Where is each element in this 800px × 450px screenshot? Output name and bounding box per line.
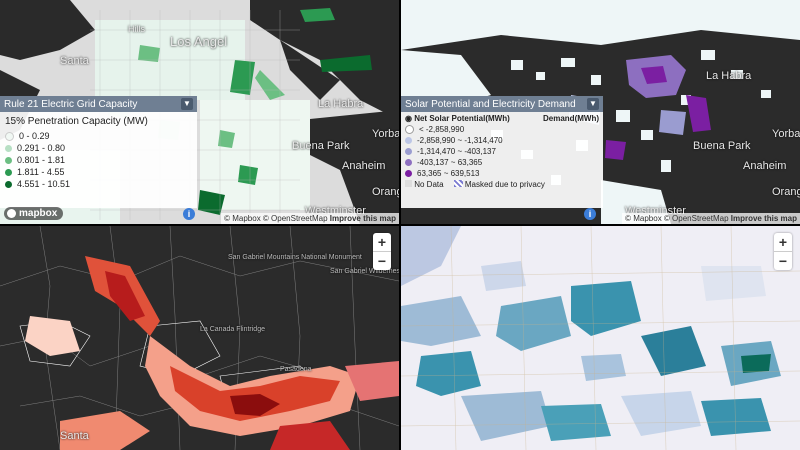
- hatch-icon: [453, 180, 463, 187]
- zoom-control: + −: [774, 233, 792, 270]
- legend-header-demand: Demand(MWh): [543, 114, 599, 123]
- legend-item: -403,137 ~ 63,365: [405, 158, 599, 167]
- legend-item: < -2,858,990: [405, 125, 599, 134]
- teal-choropleth-map-canvas[interactable]: [401, 226, 800, 450]
- place-label: Orang: [372, 186, 399, 198]
- place-label: Hills: [128, 24, 145, 34]
- legend-item: 1.811 - 4.55: [5, 167, 192, 177]
- map-attribution: © Mapbox © OpenStreetMap Improve this ma…: [622, 213, 800, 224]
- place-label: Yorba: [772, 128, 800, 140]
- legend-item-label: 0 - 0.29: [19, 131, 50, 141]
- info-icon[interactable]: i: [183, 208, 195, 220]
- legend-swatch: [405, 137, 412, 144]
- solar-potential-map-panel[interactable]: La Habra Yorba Buena Park Anaheim Orang …: [401, 0, 800, 224]
- zoom-out-button[interactable]: −: [774, 251, 792, 270]
- place-label: Orang: [772, 186, 800, 198]
- no-data-swatch: [405, 180, 412, 187]
- place-label: Anaheim: [342, 160, 386, 172]
- masked-item: Masked due to privacy: [453, 180, 545, 189]
- improve-map-link[interactable]: Improve this map: [329, 214, 396, 223]
- legend-item-label: 1.811 - 4.55: [17, 167, 65, 177]
- red-choropleth-map-canvas[interactable]: [0, 226, 399, 450]
- legend-item-label: < -2,858,990: [419, 125, 465, 134]
- legend-swatch: [405, 170, 412, 177]
- legend-item: 0.291 - 0.80: [5, 143, 192, 153]
- mapbox-logo[interactable]: mapbox: [4, 207, 64, 220]
- grid-capacity-map-canvas[interactable]: [0, 0, 399, 224]
- map-attribution: © Mapbox © OpenStreetMap Improve this ma…: [221, 213, 399, 224]
- legend-item: -2,858,990 ~ -1,314,470: [405, 136, 599, 145]
- place-label: La Habra: [318, 98, 364, 110]
- legend-swatch: [405, 125, 414, 134]
- legend-title-bar[interactable]: Solar Potential and Electricity Demand ▼: [401, 96, 603, 112]
- legend-header-row: ◉ Net Solar Potential(MWh) Demand(MWh): [405, 114, 599, 123]
- place-label: La Habra: [706, 70, 752, 82]
- legend-title: Rule 21 Electric Grid Capacity: [4, 98, 138, 110]
- legend-swatch: [405, 159, 412, 166]
- legend-item-label: -403,137 ~ 63,365: [417, 158, 483, 167]
- zoom-in-button[interactable]: +: [377, 234, 387, 250]
- legend-subtitle: 15% Penetration Capacity (MW): [5, 116, 148, 127]
- mapbox-attribution-link[interactable]: © Mapbox: [224, 214, 261, 223]
- legend-item: 0.801 - 1.81: [5, 155, 192, 165]
- legend-item: 4.551 - 10.51: [5, 179, 192, 189]
- legend-title-bar[interactable]: Rule 21 Electric Grid Capacity ▼: [0, 96, 197, 112]
- chevron-down-icon[interactable]: ▼: [587, 98, 599, 110]
- legend-item-label: -2,858,990 ~ -1,314,470: [417, 136, 503, 145]
- zoom-control: + −: [373, 233, 391, 270]
- legend-header-net-solar: ◉ Net Solar Potential(MWh): [405, 114, 510, 123]
- no-data-item: No Data: [405, 180, 444, 189]
- legend-swatch: [5, 168, 12, 176]
- place-label: Yorba: [372, 128, 399, 140]
- improve-map-link[interactable]: Improve this map: [730, 214, 797, 223]
- legend-swatch: [5, 180, 12, 188]
- grid-capacity-legend: Rule 21 Electric Grid Capacity ▼ 15% Pen…: [0, 96, 197, 208]
- red-choropleth-map-panel[interactable]: San Gabriel Mountains National Monument …: [0, 226, 399, 450]
- legend-item-label: 0.801 - 1.81: [17, 155, 66, 165]
- place-label-san-gabriel-monument: San Gabriel Mountains National Monument: [228, 254, 362, 261]
- mapbox-icon: [7, 209, 16, 218]
- legend-swatch: [405, 148, 412, 155]
- legend-title: Solar Potential and Electricity Demand: [405, 98, 576, 110]
- zoom-out-button[interactable]: −: [373, 251, 391, 270]
- legend-item-label: 4.551 - 10.51: [17, 179, 71, 189]
- legend-item: 63,365 ~ 639,513: [405, 169, 599, 178]
- mapbox-attribution-link[interactable]: © Mapbox: [625, 214, 662, 223]
- osm-attribution-link[interactable]: © OpenStreetMap: [262, 214, 328, 223]
- chevron-down-icon[interactable]: ▼: [181, 98, 193, 110]
- solar-potential-legend: Solar Potential and Electricity Demand ▼…: [401, 96, 603, 208]
- place-label: Los Angel: [170, 34, 228, 49]
- legend-swatch: [5, 144, 12, 152]
- teal-choropleth-map-panel[interactable]: + −: [401, 226, 800, 450]
- legend-swatch: [5, 156, 12, 164]
- place-label-santa: Santa: [60, 430, 89, 442]
- legend-item-label: 63,365 ~ 639,513: [417, 169, 480, 178]
- info-icon[interactable]: i: [584, 208, 596, 220]
- place-label: Anaheim: [743, 160, 787, 172]
- osm-attribution-link[interactable]: © OpenStreetMap: [663, 214, 729, 223]
- place-label-la-canada: La Canada Flintridge: [200, 326, 265, 333]
- place-label: Santa: [60, 55, 89, 67]
- legend-item: -1,314,470 ~ -403,137: [405, 147, 599, 156]
- legend-item-label: -1,314,470 ~ -403,137: [417, 147, 496, 156]
- legend-footer: No Data Masked due to privacy: [405, 180, 599, 189]
- legend-item-label: 0.291 - 0.80: [17, 143, 66, 153]
- place-label: Buena Park: [693, 140, 751, 152]
- place-label: Buena Park: [292, 140, 350, 152]
- place-label-san-gabriel-wilderness: San Gabriel Wilderness: [330, 268, 399, 275]
- grid-capacity-map-panel[interactable]: Santa Hills Los Angel La Habra Buena Par…: [0, 0, 399, 224]
- place-label-pasadena: Pasadena: [280, 366, 312, 373]
- zoom-in-button[interactable]: +: [778, 234, 788, 250]
- mapbox-logo-text: mapbox: [19, 208, 58, 219]
- legend-swatch: [5, 131, 14, 141]
- legend-item: 0 - 0.29: [5, 131, 192, 141]
